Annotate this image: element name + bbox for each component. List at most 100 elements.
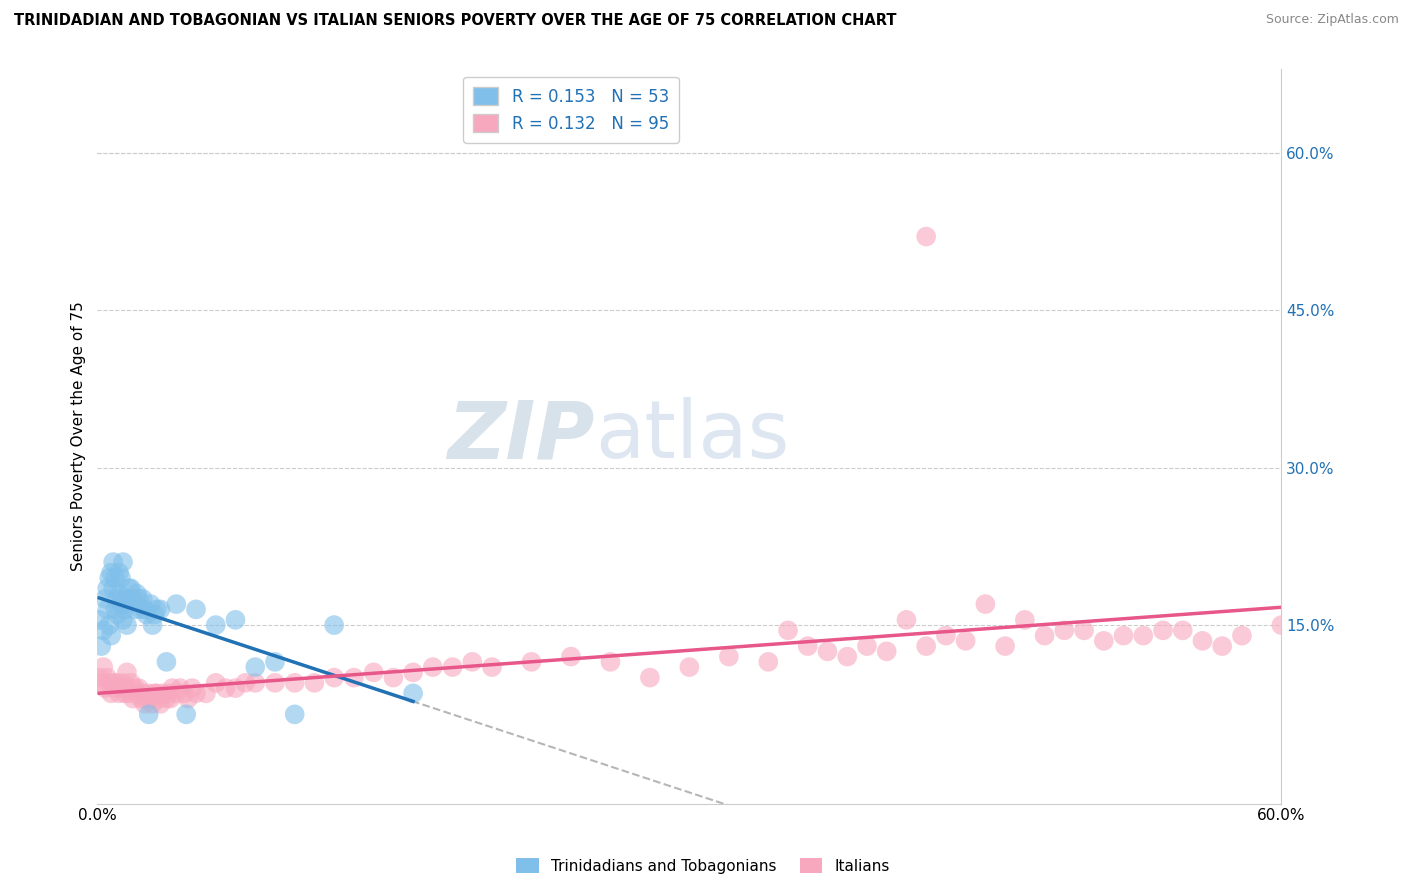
Point <box>114 591 136 606</box>
Point <box>264 676 287 690</box>
Point <box>974 597 997 611</box>
Point <box>935 629 957 643</box>
Point <box>89 613 111 627</box>
Point <box>149 602 172 616</box>
Point <box>284 707 307 722</box>
Point <box>1191 633 1213 648</box>
Point <box>181 681 204 695</box>
Point <box>245 660 267 674</box>
Point <box>856 639 879 653</box>
Point <box>122 691 145 706</box>
Point <box>108 686 131 700</box>
Point <box>138 707 160 722</box>
Text: atlas: atlas <box>595 397 789 475</box>
Point <box>165 597 187 611</box>
Point <box>98 618 121 632</box>
Point <box>1033 629 1056 643</box>
Point <box>143 607 166 622</box>
Point <box>104 681 127 695</box>
Point <box>1014 613 1036 627</box>
Point <box>128 681 150 695</box>
Point <box>105 607 128 622</box>
Point <box>520 655 543 669</box>
Text: TRINIDADIAN AND TOBAGONIAN VS ITALIAN SENIORS POVERTY OVER THE AGE OF 75 CORRELA: TRINIDADIAN AND TOBAGONIAN VS ITALIAN SE… <box>14 13 897 29</box>
Point <box>173 686 195 700</box>
Point <box>101 555 124 569</box>
Point <box>343 671 366 685</box>
Point <box>134 697 156 711</box>
Point <box>162 681 184 695</box>
Point <box>120 582 142 596</box>
Point <box>235 676 257 690</box>
Point <box>125 686 148 700</box>
Point <box>224 613 246 627</box>
Point <box>90 676 112 690</box>
Point <box>1092 633 1115 648</box>
Point <box>441 660 464 674</box>
Point <box>994 639 1017 653</box>
Point <box>184 686 207 700</box>
Point <box>91 660 114 674</box>
Point <box>122 591 145 606</box>
Point <box>284 676 307 690</box>
Point <box>204 618 226 632</box>
Point <box>955 633 977 648</box>
Point <box>204 676 226 690</box>
Point <box>143 686 166 700</box>
Legend: Trinidadians and Tobagonians, Italians: Trinidadians and Tobagonians, Italians <box>510 852 896 880</box>
Point <box>402 665 425 680</box>
Point <box>115 665 138 680</box>
Point <box>115 597 138 611</box>
Point <box>89 671 111 685</box>
Point <box>98 571 121 585</box>
Point <box>797 639 820 653</box>
Point <box>114 602 136 616</box>
Point <box>560 649 582 664</box>
Point <box>776 624 799 638</box>
Point <box>91 624 114 638</box>
Point <box>1112 629 1135 643</box>
Point <box>756 655 779 669</box>
Point <box>125 586 148 600</box>
Point <box>245 676 267 690</box>
Point <box>717 649 740 664</box>
Point <box>124 681 146 695</box>
Point <box>100 629 122 643</box>
Point <box>111 676 134 690</box>
Point <box>638 671 661 685</box>
Point <box>155 655 177 669</box>
Point <box>1211 639 1233 653</box>
Point <box>96 671 118 685</box>
Point <box>105 591 128 606</box>
Point <box>124 602 146 616</box>
Point <box>323 618 346 632</box>
Point <box>118 582 141 596</box>
Point <box>224 681 246 695</box>
Point <box>139 691 162 706</box>
Point <box>115 681 138 695</box>
Point <box>214 681 236 695</box>
Point <box>1230 629 1253 643</box>
Point <box>1171 624 1194 638</box>
Point <box>915 639 938 653</box>
Point <box>461 655 484 669</box>
Point <box>155 691 177 706</box>
Point <box>152 686 174 700</box>
Point <box>1270 618 1292 632</box>
Point <box>111 613 134 627</box>
Point <box>128 591 150 606</box>
Point <box>169 681 191 695</box>
Point <box>98 676 121 690</box>
Point <box>138 686 160 700</box>
Point <box>599 655 621 669</box>
Point <box>100 566 122 580</box>
Point <box>108 586 131 600</box>
Point <box>105 676 128 690</box>
Point <box>1053 624 1076 638</box>
Point <box>817 644 839 658</box>
Point <box>142 697 165 711</box>
Point <box>132 591 155 606</box>
Legend: R = 0.153   N = 53, R = 0.132   N = 95: R = 0.153 N = 53, R = 0.132 N = 95 <box>463 77 679 143</box>
Point <box>157 686 180 700</box>
Point <box>94 591 117 606</box>
